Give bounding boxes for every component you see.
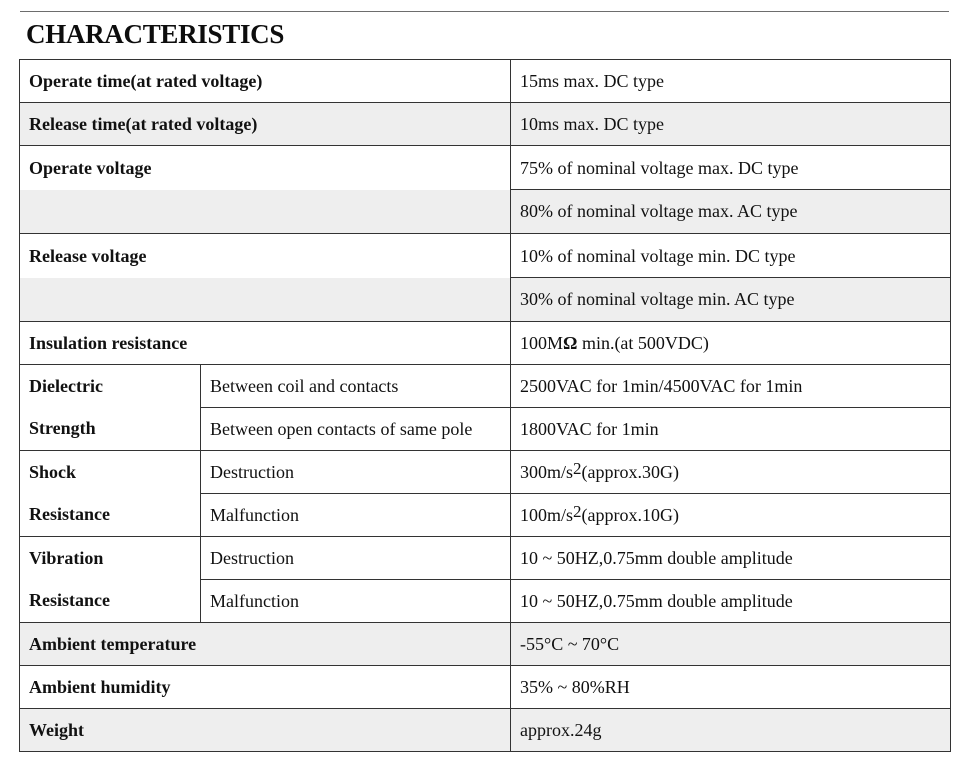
dielectric-label-line1: Dielectric [19, 364, 201, 408]
operate-voltage-values: 75% of nominal voltage max. DC type 80% … [510, 145, 951, 234]
vibration-value-malfunction: 10 ~ 50HZ,0.75mm double amplitude [510, 579, 951, 623]
dielectric-sub-coil-contacts: Between coil and contacts [200, 364, 511, 408]
shock-sub-destruction: Destruction [200, 450, 511, 494]
ambient-temperature-label: Ambient temperature [19, 622, 511, 666]
release-voltage-dc-value: 10% of nominal voltage min. DC type [511, 234, 950, 278]
shock-value-malfunction: 100m/s2(approx.10G) [510, 493, 951, 537]
insulation-value-condition: min.(at 500VDC) [577, 332, 709, 353]
characteristics-table: Operate time(at rated voltage) 15ms max.… [19, 59, 951, 752]
vibration-value-destruction: 10 ~ 50HZ,0.75mm double amplitude [510, 536, 951, 580]
table-row-ambient-temperature: Ambient temperature -55°C ~ 70°C [19, 622, 951, 666]
release-voltage-label: Release voltage [20, 234, 510, 278]
section-title: CHARACTERISTICS [26, 19, 285, 49]
shock-destruction-exponent: 2 [573, 458, 582, 478]
operate-voltage-label-shade [20, 190, 510, 233]
shock-label-line2: Resistance [19, 493, 201, 537]
dielectric-label-line2: Strength [19, 407, 201, 451]
operate-voltage-dc-value: 75% of nominal voltage max. DC type [511, 146, 950, 190]
vibration-sub-malfunction: Malfunction [200, 579, 511, 623]
weight-value: approx.24g [510, 708, 951, 752]
ambient-humidity-value: 35% ~ 80%RH [510, 665, 951, 709]
table-row-insulation-resistance: Insulation resistance 100MΩ min.(at 500V… [19, 321, 951, 365]
release-voltage-ac-value: 30% of nominal voltage min. AC type [511, 278, 950, 321]
operate-voltage-label: Operate voltage [20, 146, 510, 190]
operate-voltage-ac-value: 80% of nominal voltage max. AC type [511, 190, 950, 233]
table-row-vibration-1: Vibration Destruction 10 ~ 50HZ,0.75mm d… [19, 536, 951, 580]
insulation-resistance-label: Insulation resistance [19, 321, 511, 365]
shock-destruction-number: 300m/s [520, 461, 574, 482]
table-row-operate-time: Operate time(at rated voltage) 15ms max.… [19, 59, 951, 103]
weight-label: Weight [19, 708, 511, 752]
table-row-dielectric-2: Strength Between open contacts of same p… [19, 407, 951, 451]
shock-malfunction-approx: (approx.10G) [581, 504, 679, 525]
operate-voltage-label-cell: Operate voltage [19, 145, 511, 234]
ambient-humidity-label: Ambient humidity [19, 665, 511, 709]
release-time-value: 10ms max. DC type [510, 102, 951, 146]
operate-time-value: 15ms max. DC type [510, 59, 951, 103]
table-row-shock-2: Resistance Malfunction 100m/s2(approx.10… [19, 493, 951, 537]
shock-value-destruction: 300m/s2(approx.30G) [510, 450, 951, 494]
vibration-label-line1: Vibration [19, 536, 201, 580]
table-row-release-voltage: Release voltage 10% of nominal voltage m… [19, 233, 951, 322]
release-voltage-label-shade [20, 278, 510, 321]
table-row-shock-1: Shock Destruction 300m/s2(approx.30G) [19, 450, 951, 494]
insulation-value-unit: Ω [563, 332, 578, 353]
table-row-release-time: Release time(at rated voltage) 10ms max.… [19, 102, 951, 146]
insulation-value-number: 100M [520, 332, 564, 353]
dielectric-value-coil-contacts: 2500VAC for 1min/4500VAC for 1min [510, 364, 951, 408]
shock-malfunction-number: 100m/s [520, 504, 574, 525]
top-divider [20, 11, 949, 12]
table-row-weight: Weight approx.24g [19, 708, 951, 752]
insulation-resistance-value: 100MΩ min.(at 500VDC) [510, 321, 951, 365]
operate-time-label: Operate time(at rated voltage) [19, 59, 511, 103]
release-voltage-label-cell: Release voltage [19, 233, 511, 322]
shock-label-line1: Shock [19, 450, 201, 494]
shock-malfunction-exponent: 2 [573, 501, 582, 521]
dielectric-value-open-contacts: 1800VAC for 1min [510, 407, 951, 451]
shock-sub-malfunction: Malfunction [200, 493, 511, 537]
shock-destruction-approx: (approx.30G) [581, 461, 679, 482]
table-row-ambient-humidity: Ambient humidity 35% ~ 80%RH [19, 665, 951, 709]
ambient-temperature-value: -55°C ~ 70°C [510, 622, 951, 666]
table-row-vibration-2: Resistance Malfunction 10 ~ 50HZ,0.75mm … [19, 579, 951, 623]
release-voltage-values: 10% of nominal voltage min. DC type 30% … [510, 233, 951, 322]
release-time-label: Release time(at rated voltage) [19, 102, 511, 146]
vibration-label-line2: Resistance [19, 579, 201, 623]
table-row-dielectric-1: Dielectric Between coil and contacts 250… [19, 364, 951, 408]
dielectric-sub-open-contacts: Between open contacts of same pole [200, 407, 511, 451]
vibration-sub-destruction: Destruction [200, 536, 511, 580]
table-row-operate-voltage: Operate voltage 75% of nominal voltage m… [19, 145, 951, 234]
